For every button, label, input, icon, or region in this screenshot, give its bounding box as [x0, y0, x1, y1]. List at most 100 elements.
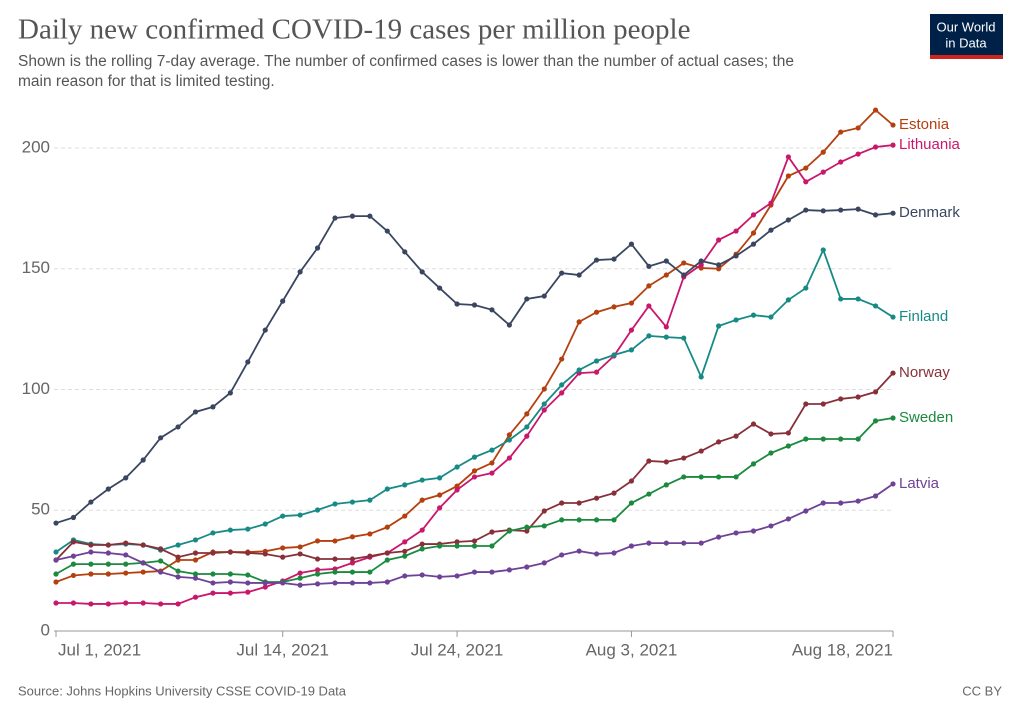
y-tick-label: 100: [22, 379, 50, 398]
data-point: [628, 478, 635, 484]
data-point: [123, 475, 129, 481]
data-point: [192, 575, 199, 581]
data-point: [559, 270, 565, 276]
data-point: [681, 474, 687, 480]
data-point: [716, 262, 722, 268]
data-point: [262, 551, 268, 557]
x-tick-label: Jul 24, 2021: [411, 640, 504, 659]
x-tick-label: Jul 1, 2021: [58, 640, 141, 659]
data-point: [506, 528, 512, 534]
data-point: [593, 257, 600, 263]
data-point: [785, 443, 791, 449]
data-point: [838, 500, 844, 506]
data-point: [332, 556, 338, 562]
data-point: [890, 122, 896, 128]
data-point: [768, 450, 774, 456]
data-point: [367, 497, 373, 503]
data-point: [855, 296, 861, 302]
data-point: [105, 550, 111, 556]
data-point: [768, 200, 774, 206]
data-point: [262, 521, 268, 527]
data-point: [890, 370, 896, 376]
data-point: [227, 571, 233, 577]
data-point: [140, 560, 146, 566]
data-point: [524, 296, 530, 302]
data-point: [576, 500, 582, 506]
data-point: [419, 572, 425, 578]
data-point: [576, 272, 582, 278]
data-point: [53, 549, 59, 555]
data-point: [140, 457, 146, 463]
chart-subtitle: Shown is the rolling 7-day average. The …: [18, 53, 794, 70]
data-point: [698, 540, 704, 546]
data-point: [245, 359, 251, 365]
data-point: [838, 159, 844, 165]
data-point: [280, 545, 286, 551]
chart-title: Daily new confirmed COVID-19 cases per m…: [18, 14, 690, 46]
data-point: [855, 151, 861, 157]
data-point: [611, 304, 617, 310]
data-point: [872, 493, 879, 499]
series-label: Norway: [899, 364, 950, 381]
data-point: [105, 571, 111, 577]
data-point: [872, 107, 879, 113]
data-point: [872, 389, 879, 395]
data-point: [698, 258, 704, 264]
data-point: [855, 394, 861, 400]
data-point: [785, 297, 791, 303]
data-point: [750, 230, 757, 236]
data-point: [297, 582, 303, 588]
data-point: [53, 571, 59, 577]
data-point: [210, 404, 216, 410]
data-point: [210, 550, 216, 556]
data-point: [803, 207, 809, 213]
data-point: [698, 262, 704, 268]
data-point: [559, 552, 565, 558]
data-point: [314, 245, 321, 251]
data-point: [733, 474, 739, 480]
data-point: [262, 580, 268, 586]
data-point: [768, 523, 774, 529]
data-point: [245, 526, 251, 532]
data-point: [314, 507, 321, 513]
data-point: [855, 498, 861, 504]
data-point: [88, 542, 94, 548]
data-point: [541, 508, 547, 514]
data-point: [105, 486, 111, 492]
data-point: [105, 561, 111, 567]
data-point: [820, 436, 826, 442]
data-point: [716, 323, 722, 329]
data-point: [768, 314, 774, 320]
series-label: Estonia: [899, 116, 950, 133]
data-point: [384, 550, 390, 556]
data-point: [419, 527, 425, 533]
x-tick-label: Aug 3, 2021: [586, 640, 678, 659]
data-point: [838, 296, 844, 302]
data-point: [628, 300, 635, 306]
data-point: [489, 447, 495, 453]
data-point: [611, 352, 617, 358]
data-point: [890, 210, 896, 216]
data-point: [210, 590, 216, 596]
data-point: [838, 436, 844, 442]
data-point: [280, 554, 286, 560]
data-point: [750, 461, 757, 467]
data-point: [663, 324, 669, 330]
data-point: [663, 258, 669, 264]
data-point: [750, 212, 757, 218]
data-point: [437, 475, 443, 481]
data-point: [245, 589, 251, 595]
data-point: [872, 418, 879, 424]
data-point: [471, 454, 478, 460]
data-point: [803, 285, 809, 291]
data-point: [419, 497, 425, 503]
series-label: Finland: [899, 308, 948, 325]
chart-subtitle: main reason for that is limited testing.: [18, 73, 275, 90]
data-point: [123, 540, 129, 546]
data-point: [123, 561, 129, 567]
data-point: [820, 500, 826, 506]
data-point: [53, 600, 59, 606]
data-point: [489, 307, 495, 313]
data-point: [280, 580, 286, 586]
data-point: [716, 474, 722, 480]
